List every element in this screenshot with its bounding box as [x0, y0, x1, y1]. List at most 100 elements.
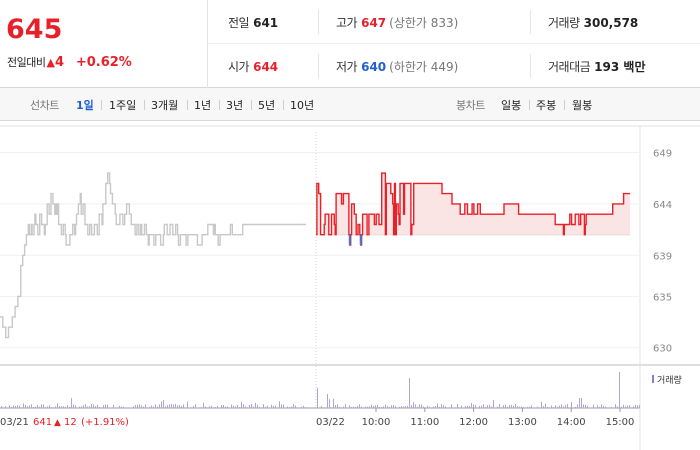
volume-bar	[171, 404, 172, 408]
tab-5-year[interactable]: 5년	[258, 99, 276, 112]
volume-bar	[395, 406, 396, 408]
volume-bar	[373, 405, 374, 408]
tab-1-year[interactable]: 1년	[194, 99, 212, 112]
tab-separator	[283, 100, 284, 110]
volume-bar	[575, 406, 576, 408]
upper-limit-text: (상한가 833)	[389, 16, 459, 30]
volume-bar	[599, 406, 600, 408]
volume-bar	[445, 406, 446, 408]
tab-10-year[interactable]: 10년	[290, 99, 315, 112]
volume-bar	[245, 406, 246, 408]
volume-bar	[293, 404, 294, 408]
volume-layer	[1, 372, 640, 408]
volume-bar	[461, 405, 462, 408]
volume-bar	[135, 405, 136, 408]
grid-layer	[0, 132, 640, 412]
chart-period-toolbar: 선차트 1일 1주일 3개월 1년 3년 5년 10년 봉차트 일봉 주봉 월봉	[0, 88, 700, 121]
volume-bar	[163, 400, 164, 408]
volume-bar	[443, 405, 444, 408]
volume-bar	[629, 405, 630, 408]
volume-legend-swatch	[652, 375, 654, 383]
tab-separator	[187, 100, 188, 110]
change-value: 4	[54, 55, 64, 70]
volume-bar	[153, 406, 154, 408]
volume-bar	[387, 406, 388, 408]
volume-bar	[209, 406, 210, 408]
volume-bar	[633, 406, 634, 408]
volume-bar	[523, 407, 524, 408]
volume-bar	[17, 405, 18, 408]
volume-bar	[601, 404, 602, 408]
volume-bar	[107, 404, 108, 408]
volume-bar	[291, 406, 292, 408]
volume-bar	[35, 406, 36, 408]
low-label: 저가	[336, 60, 358, 74]
volume-bar	[193, 405, 194, 408]
volume-bar	[141, 405, 142, 408]
volume-bar	[507, 406, 508, 408]
y-tick-label: 635	[653, 292, 672, 303]
prev-day-change: 12	[64, 417, 77, 428]
volume-bar	[51, 407, 52, 408]
tab-1-week[interactable]: 1주일	[109, 99, 137, 112]
y-tick-label: 649	[653, 149, 672, 160]
volume-bar	[479, 406, 480, 408]
volume-bar	[605, 406, 606, 408]
volume-bar	[351, 407, 352, 408]
volume-bar	[621, 406, 622, 408]
volume-bar	[615, 404, 616, 408]
volume-bar	[391, 405, 392, 408]
volume-bar	[487, 405, 488, 408]
tab-1-day[interactable]: 1일	[76, 99, 94, 112]
line-layer	[0, 172, 630, 339]
volume-bar	[57, 403, 58, 408]
volume-bar	[567, 404, 568, 408]
volume-bar	[423, 406, 424, 408]
volume-bar	[537, 406, 538, 408]
volume-bar	[195, 404, 196, 408]
volume-bar	[123, 406, 124, 408]
volume-bar	[257, 404, 258, 408]
volume-bar	[635, 404, 636, 408]
volume-bar	[137, 405, 138, 408]
volume-bar	[67, 405, 68, 408]
volume-bar	[553, 407, 554, 408]
volume-bar	[149, 406, 150, 408]
x-tick-label: 12:00	[459, 417, 488, 428]
volume-bar	[15, 406, 16, 408]
volume-bar	[119, 406, 120, 408]
volume-bar	[563, 406, 564, 408]
volume-bar	[435, 405, 436, 408]
volume-bar	[519, 406, 520, 408]
volume-bar	[199, 407, 200, 408]
tab-separator	[101, 100, 102, 110]
volume-bar	[243, 404, 244, 408]
volume-bar	[339, 406, 340, 408]
volume-bar	[425, 407, 426, 408]
divider	[530, 54, 531, 78]
volume-bar	[603, 405, 604, 408]
divider	[318, 10, 319, 34]
tab-3-year[interactable]: 3년	[226, 99, 244, 112]
volume-bar	[1, 406, 2, 408]
volume-bar	[103, 405, 104, 408]
volume-bar	[483, 404, 484, 408]
volume-bar	[559, 405, 560, 408]
tab-weekly-candle[interactable]: 주봉	[536, 99, 557, 112]
tab-daily-candle[interactable]: 일봉	[501, 99, 522, 112]
volume-bar	[385, 404, 386, 408]
volume-bar	[155, 404, 156, 408]
volume-bar	[579, 398, 580, 408]
x-tick-label: 10:00	[362, 417, 391, 428]
tab-3-month[interactable]: 3개월	[151, 99, 179, 112]
volume-bar	[439, 407, 440, 408]
volume-bar	[361, 406, 362, 408]
volume-bar	[543, 406, 544, 408]
tab-monthly-candle[interactable]: 월봉	[572, 99, 593, 112]
y-tick-label: 644	[653, 200, 672, 211]
volume-bar	[177, 405, 178, 408]
volume-bar	[105, 404, 106, 408]
volume-bar	[413, 402, 414, 408]
volume-bar	[11, 406, 12, 408]
volume-bar	[585, 404, 586, 408]
